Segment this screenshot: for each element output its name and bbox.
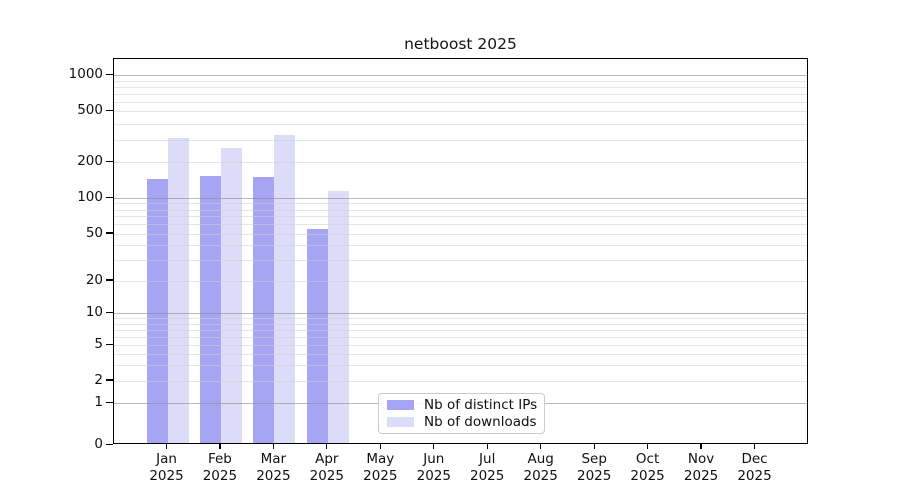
bar-downloads xyxy=(167,137,189,443)
bar-distinct-ips xyxy=(146,178,168,443)
x-tick-mark xyxy=(753,443,756,449)
bar-downloads xyxy=(327,191,349,443)
bar-distinct-ips xyxy=(306,228,328,443)
x-tick-label: Oct 2025 xyxy=(616,451,680,484)
bar-distinct-ips xyxy=(253,176,275,443)
y-tick-mark xyxy=(106,109,113,111)
x-tick-label: Sep 2025 xyxy=(562,451,626,484)
legend-swatch-distinct-ips xyxy=(387,399,414,410)
x-tick-label: Aug 2025 xyxy=(509,451,573,484)
x-tick-year: 2025 xyxy=(523,467,558,484)
chart-title: netboost 2025 xyxy=(404,35,517,53)
y-tick-mark xyxy=(106,401,113,404)
x-tick-year: 2025 xyxy=(737,467,772,484)
x-tick-label: Apr 2025 xyxy=(295,451,359,484)
x-tick-label: Jan 2025 xyxy=(135,451,199,484)
x-tick-year: 2025 xyxy=(416,467,451,484)
x-tick-year: 2025 xyxy=(363,467,398,484)
bars-layer xyxy=(114,59,807,443)
x-tick-mark xyxy=(272,443,275,449)
legend-label-distinct-ips: Nb of distinct IPs xyxy=(424,396,538,413)
bar-downloads xyxy=(220,147,242,443)
legend: Nb of distinct IPs Nb of downloads xyxy=(378,393,545,434)
y-tick-label: 10 xyxy=(85,304,103,321)
x-tick-mark xyxy=(379,443,381,449)
x-tick-mark xyxy=(486,443,488,449)
x-tick-year: 2025 xyxy=(309,467,344,484)
y-tick-label: 20 xyxy=(85,271,103,288)
legend-row: Nb of downloads xyxy=(387,414,537,431)
y-tick-label: 1000 xyxy=(68,66,103,83)
y-tick-mark xyxy=(106,279,113,281)
x-tick-mark xyxy=(326,443,328,449)
x-tick-label: Nov 2025 xyxy=(669,451,733,484)
x-tick-month: Dec xyxy=(741,451,768,467)
x-tick-month: Jun xyxy=(423,451,445,467)
x-tick-mark xyxy=(646,443,649,449)
legend-row: Nb of distinct IPs xyxy=(387,396,538,413)
y-tick-mark xyxy=(106,232,113,234)
y-tick-mark xyxy=(106,73,113,76)
y-tick-label: 50 xyxy=(85,224,103,241)
y-tick-mark xyxy=(106,343,113,346)
x-tick-year: 2025 xyxy=(202,467,238,484)
x-tick-month: Sep xyxy=(581,451,607,467)
x-tick-month: Aug xyxy=(527,451,554,467)
x-tick-label: Feb 2025 xyxy=(188,451,252,484)
y-tick-label: 1 xyxy=(94,394,103,411)
y-tick-label: 500 xyxy=(77,102,103,119)
x-tick-month: Feb xyxy=(207,451,232,467)
y-tick-label: 200 xyxy=(77,153,103,170)
y-tick-label: 0 xyxy=(94,436,103,452)
x-tick-year: 2025 xyxy=(256,467,291,484)
x-tick-year: 2025 xyxy=(577,467,612,484)
y-tick-mark xyxy=(106,443,113,445)
y-tick-mark xyxy=(106,379,113,381)
x-tick-year: 2025 xyxy=(683,467,719,484)
plot-area: Nb of distinct IPs Nb of downloads xyxy=(113,58,808,444)
x-tick-label: Jun 2025 xyxy=(402,451,466,484)
x-tick-label: Dec 2025 xyxy=(723,451,787,484)
x-tick-mark xyxy=(540,443,542,449)
x-tick-label: May 2025 xyxy=(348,451,412,484)
x-tick-label: Mar 2025 xyxy=(241,451,305,484)
bar-distinct-ips xyxy=(199,176,221,443)
x-tick-mark xyxy=(219,443,221,449)
x-tick-year: 2025 xyxy=(149,467,184,484)
x-tick-mark xyxy=(433,443,435,449)
y-tick-mark xyxy=(106,311,113,314)
y-tick-label: 2 xyxy=(94,371,103,388)
y-tick-mark xyxy=(106,160,113,162)
x-tick-mark xyxy=(165,443,168,449)
x-tick-month: Jul xyxy=(479,451,496,467)
x-tick-month: May xyxy=(366,451,395,467)
x-tick-month: Apr xyxy=(315,451,339,467)
x-tick-month: Oct xyxy=(635,451,660,467)
legend-label-downloads: Nb of downloads xyxy=(424,414,537,431)
x-tick-label: Jul 2025 xyxy=(455,451,519,484)
x-tick-year: 2025 xyxy=(470,467,505,484)
x-tick-mark xyxy=(593,443,595,449)
legend-swatch-downloads xyxy=(387,417,414,428)
x-tick-year: 2025 xyxy=(630,467,665,484)
x-tick-month: Jan xyxy=(156,451,177,467)
x-tick-month: Mar xyxy=(260,451,287,467)
y-tick-label: 100 xyxy=(77,189,103,205)
x-tick-month: Nov xyxy=(687,451,715,467)
y-tick-label: 5 xyxy=(94,336,103,353)
x-tick-mark xyxy=(700,443,702,449)
y-tick-mark xyxy=(106,196,113,198)
bar-downloads xyxy=(274,134,296,443)
